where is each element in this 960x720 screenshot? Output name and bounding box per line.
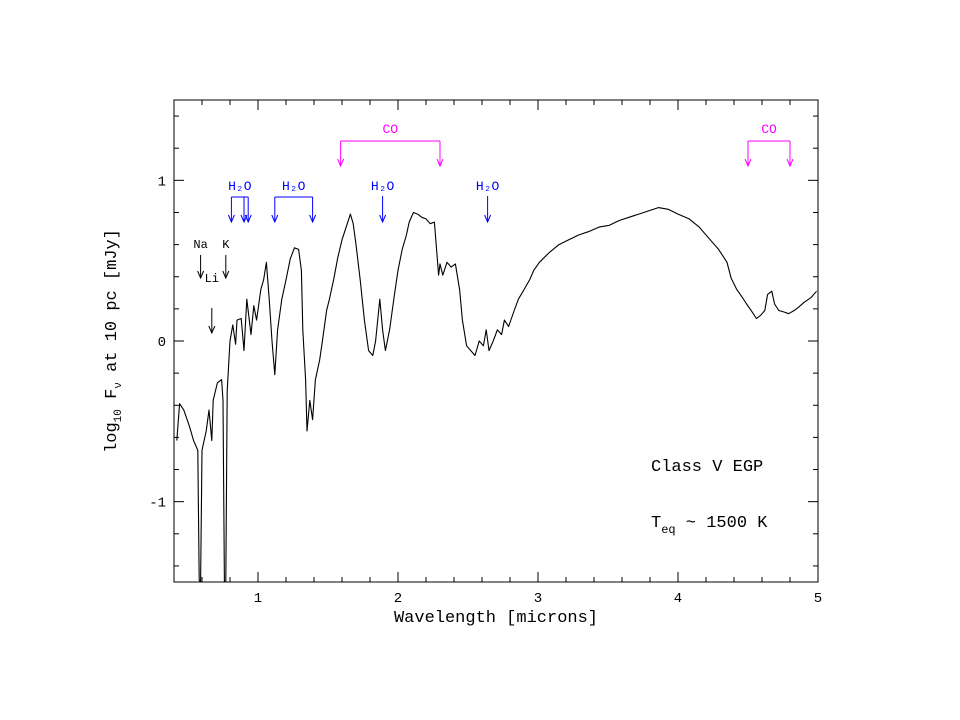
y-axis-label-part: at 10 pc [mJy] [103, 229, 122, 382]
y-axis-label-part: F [103, 389, 122, 409]
x-tick-label: 5 [814, 591, 822, 607]
line-arrow-head [208, 325, 216, 335]
band-label: CO [761, 122, 777, 137]
plot-frame [173, 99, 819, 583]
note-part: ~ 1500 K [676, 514, 769, 533]
band-arrow-head [337, 158, 345, 168]
note-part: Class V EGP [651, 458, 763, 477]
x-tick-label: 4 [674, 591, 682, 607]
spectrum-line [176, 207, 818, 583]
band-label: H₂O [371, 179, 395, 194]
band-arrow-head [484, 214, 492, 224]
y-axis-label-subscript: 10 [113, 409, 125, 422]
band-label: H₂O [228, 179, 252, 194]
note: Teq ~ 1500 K [651, 514, 768, 537]
line-arrow-head [197, 270, 205, 280]
band-arrow-head [271, 214, 279, 224]
note: Class V EGP [651, 458, 763, 477]
x-tick-label: 3 [534, 591, 542, 607]
x-tick-label: 1 [254, 591, 262, 607]
note-subscript: eq [661, 523, 675, 537]
band-label: H₂O [476, 179, 500, 194]
band-arrow-head [436, 158, 444, 168]
x-tick-label: 2 [394, 591, 402, 607]
y-axis-label: log10 Fν at 10 pc [mJy] [103, 229, 125, 453]
band-arrow-head [744, 158, 752, 168]
line-label: Li [205, 272, 219, 286]
line-arrow-head [222, 270, 230, 280]
band-arrow-head [227, 214, 235, 224]
line-label: Na [193, 238, 207, 252]
y-axis-label-subscript: ν [113, 382, 125, 389]
line-label: K [222, 238, 230, 252]
band-label: CO [382, 122, 398, 137]
y-tick-label: 0 [158, 335, 166, 351]
y-tick-label: -1 [149, 496, 166, 512]
y-axis-label-part: log [103, 422, 122, 453]
x-axis-label: Wavelength [microns] [394, 609, 598, 628]
band-arrow-head [786, 158, 794, 168]
band-label: H₂O [282, 179, 306, 194]
band-arrow-head [309, 214, 317, 224]
band-arrow-head [379, 214, 387, 224]
band-arrow-head [244, 214, 252, 224]
note-part: T [651, 514, 661, 533]
y-tick-label: 1 [158, 174, 166, 190]
